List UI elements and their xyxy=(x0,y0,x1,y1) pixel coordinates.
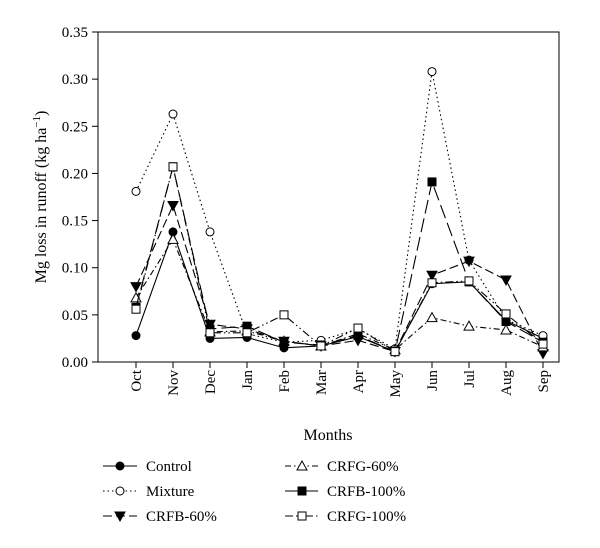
x-tick-label: Nov xyxy=(166,370,182,396)
data-point-crfb-60 xyxy=(426,270,438,282)
data-point-crfg-100 xyxy=(168,162,178,172)
series-line-crfb-100 xyxy=(135,166,544,353)
data-point-mixture xyxy=(427,67,437,77)
legend-label: CRFG-60% xyxy=(327,459,399,475)
data-point-crfg-100 xyxy=(538,339,548,349)
x-tick-label: Apr xyxy=(351,370,367,393)
data-point-crfg-100 xyxy=(131,304,141,314)
legend-swatch-marker xyxy=(297,486,307,496)
legend: Control Mixture CRFB-60% CRFG-60% CRFB-100% C… xyxy=(103,459,406,525)
series-line-mixture xyxy=(135,71,544,350)
data-point-crfg-100 xyxy=(242,328,252,338)
legend-item-crfg-60: CRFG-60% xyxy=(285,459,399,475)
legend-item-control: Control xyxy=(103,459,192,475)
legend-label: CRFB-100% xyxy=(327,484,405,500)
y-tick-label: 0.20 xyxy=(62,166,88,182)
data-point-crfb-60 xyxy=(167,200,179,212)
x-tick-label: May xyxy=(388,370,404,398)
series-layer xyxy=(130,67,549,360)
series-line-crfb-60 xyxy=(135,203,544,354)
legend-swatch-marker xyxy=(115,461,125,471)
x-tick-label: Aug xyxy=(499,370,515,396)
x-tick-label: Sep xyxy=(536,370,552,393)
x-tick-label: Dec xyxy=(203,370,219,394)
legend-swatch-marker xyxy=(296,459,308,471)
legend-swatch-marker xyxy=(114,511,126,523)
data-point-crfg-60 xyxy=(167,233,179,244)
data-point-crfg-100 xyxy=(427,278,437,288)
y-axis-title-sup: −1 xyxy=(31,116,43,128)
series-crfb-100 xyxy=(131,162,548,357)
x-tick-label: Jan xyxy=(240,370,256,390)
series-line-crfg-60 xyxy=(135,238,544,351)
data-point-crfg-60 xyxy=(463,320,475,331)
data-point-crfb-60 xyxy=(130,282,142,293)
y-axis-title: Mg loss in runoff (kg ha−1) xyxy=(31,111,50,284)
data-point-crfb-100 xyxy=(279,337,289,347)
legend-item-crfb-100: CRFB-100% xyxy=(285,484,405,500)
legend-label: Mixture xyxy=(146,484,195,500)
data-point-crfg-100 xyxy=(316,341,326,351)
x-tick-label: Oct xyxy=(129,369,145,391)
x-tick-label: Jun xyxy=(425,370,441,391)
legend-swatch-marker xyxy=(115,486,125,496)
y-tick-label: 0.15 xyxy=(62,214,88,230)
y-axis-title-tail: ) xyxy=(33,111,50,116)
data-point-crfg-100 xyxy=(205,328,215,338)
data-point-mixture xyxy=(131,186,141,196)
series-crfg-100 xyxy=(131,162,548,357)
data-point-crfg-100 xyxy=(390,347,400,357)
data-point-crfb-100 xyxy=(427,177,437,187)
data-point-crfg-100 xyxy=(464,276,474,286)
series-mixture xyxy=(131,67,548,354)
plot-frame xyxy=(97,31,560,363)
x-tick-label: Feb xyxy=(277,370,293,393)
data-point-crfg-100 xyxy=(501,309,511,319)
data-point-mixture xyxy=(168,109,178,119)
legend-label: CRFB-60% xyxy=(146,509,217,525)
data-point-crfg-100 xyxy=(279,310,289,320)
data-point-crfb-100 xyxy=(353,331,363,341)
series-line-control xyxy=(135,230,544,353)
legend-item-crfg-100: CRFG-100% xyxy=(285,509,406,525)
y-tick-label: 0.10 xyxy=(62,261,88,277)
data-point-control xyxy=(131,331,141,341)
data-point-crfb-60 xyxy=(500,275,512,287)
y-tick-label: 0.25 xyxy=(62,119,88,135)
data-point-mixture xyxy=(205,227,215,237)
data-point-crfg-100 xyxy=(353,323,363,333)
legend-item-mixture: Mixture xyxy=(103,484,195,500)
x-tick-label: Mar xyxy=(314,370,330,395)
series-crfg-60 xyxy=(130,233,549,355)
data-point-crfg-60 xyxy=(426,311,438,323)
x-axis-title: Months xyxy=(304,427,353,444)
y-axis-title-main: Mg loss in runoff (kg ha xyxy=(33,128,50,284)
y-tick-label: 0.05 xyxy=(62,308,88,324)
series-line-crfg-100 xyxy=(135,166,544,353)
x-tick-label: Jul xyxy=(462,370,478,388)
data-point-crfg-60 xyxy=(500,323,512,335)
y-tick-label: 0.30 xyxy=(62,72,88,88)
data-point-crfb-100 xyxy=(501,316,511,326)
series-crfb-60 xyxy=(130,200,549,360)
y-tick-label: 0.35 xyxy=(62,25,88,41)
y-axis: 0.00 0.05 0.10 0.15 0.20 0.25 0.30 0.35 xyxy=(62,25,98,371)
legend-item-crfb-60: CRFB-60% xyxy=(103,509,217,525)
legend-label: Control xyxy=(146,459,192,475)
data-point-crfb-60 xyxy=(463,256,475,268)
legend-label: CRFG-100% xyxy=(327,509,406,525)
y-tick-label: 0.00 xyxy=(62,355,88,371)
legend-swatch-marker xyxy=(297,511,307,521)
x-axis: Oct Nov Dec Jan Feb Mar Apr May Jun Jul Aug Sep xyxy=(129,362,552,398)
